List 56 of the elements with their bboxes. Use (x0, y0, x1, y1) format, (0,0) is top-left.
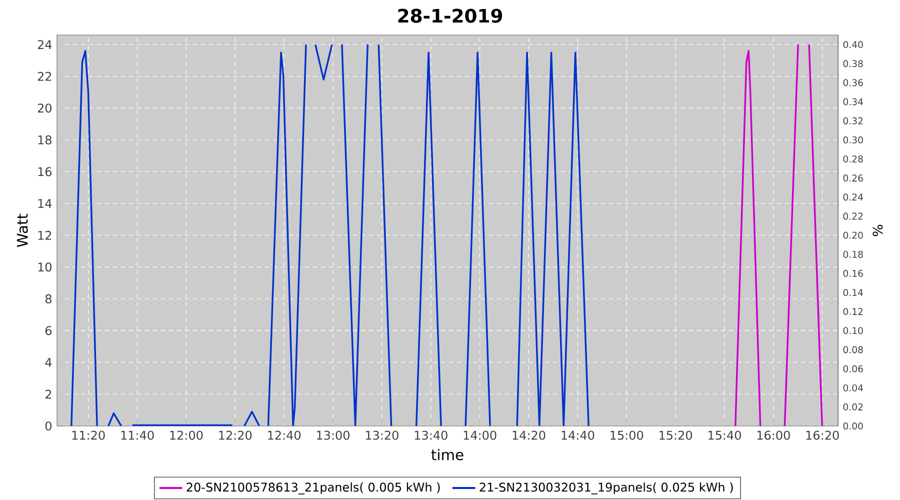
y2-tick-label: 0.22 (843, 212, 863, 220)
y2-tick-label: 0.00 (843, 422, 863, 430)
x-tick-label: 14:00 (464, 430, 496, 440)
x-tick-label: 12:00 (170, 430, 203, 440)
x-tick-label: 15:20 (660, 430, 692, 440)
y2-tick-label: 0.10 (843, 327, 863, 334)
x-tick-label: 13:00 (317, 430, 350, 440)
legend-label: 21-SN2130032031_19panels( 0.025 kWh ) (480, 482, 733, 494)
x-tick-label: 16:20 (806, 430, 839, 440)
y2-tick-label: 0.36 (843, 79, 863, 86)
y-tick-label: 0 (45, 421, 52, 431)
y2-tick-label: 0.26 (843, 174, 863, 182)
y2-tick-label: 0.14 (843, 288, 863, 296)
y-tick-label: 14 (38, 199, 52, 208)
x-tick-label: 11:20 (72, 430, 105, 440)
y2-tick-label: 0.16 (843, 270, 863, 277)
y2-tick-label: 0.28 (843, 155, 863, 162)
x-tick-label: 11:40 (121, 430, 154, 440)
y2-tick-label: 0.34 (843, 98, 863, 106)
y2-tick-label: 0.04 (843, 384, 863, 392)
y2-axis-title: % (872, 224, 883, 236)
x-tick-label: 13:40 (414, 430, 448, 440)
x-tick-label: 16:00 (757, 430, 790, 440)
y2-tick-label: 0.20 (843, 232, 863, 239)
x-axis-title: time (431, 448, 464, 460)
x-tick-label: 12:20 (219, 430, 252, 440)
y-tick-label: 22 (38, 72, 52, 81)
y-axis-title: Watt (16, 214, 28, 248)
y2-tick-label: 0.02 (843, 403, 863, 410)
y2-tick-label: 0.08 (843, 346, 863, 354)
y-tick-label: 18 (38, 135, 52, 144)
x-tick-label: 15:40 (708, 430, 741, 440)
x-tick-label: 15:00 (610, 430, 644, 440)
x-tick-label: 13:20 (366, 430, 398, 440)
y-tick-label: 8 (45, 294, 52, 304)
y2-tick-label: 0.32 (843, 117, 863, 124)
chart-title: 28-1-2019 (398, 8, 502, 23)
x-tick-label: 14:20 (512, 430, 546, 440)
y2-tick-label: 0.40 (843, 41, 863, 48)
x-tick-label: 14:40 (562, 430, 594, 440)
y2-tick-label: 0.30 (843, 136, 863, 144)
y-tick-label: 6 (45, 326, 52, 336)
y-tick-label: 2 (46, 390, 52, 399)
y-tick-label: 20 (38, 104, 52, 113)
y2-tick-label: 0.18 (843, 250, 863, 258)
legend-label: 20-SN2100578613_21panels( 0.005 kWh ) (186, 482, 440, 494)
y-tick-label: 12 (38, 230, 52, 240)
y2-tick-label: 0.12 (843, 308, 863, 316)
y-tick-label: 10 (38, 262, 52, 272)
y2-tick-label: 0.24 (843, 194, 863, 201)
x-tick-label: 12:40 (268, 430, 301, 440)
y-tick-label: 24 (38, 40, 52, 49)
y2-tick-label: 0.38 (843, 60, 863, 68)
y2-tick-label: 0.06 (843, 365, 863, 372)
y-tick-label: 4 (45, 358, 52, 367)
y-tick-label: 16 (38, 167, 52, 176)
